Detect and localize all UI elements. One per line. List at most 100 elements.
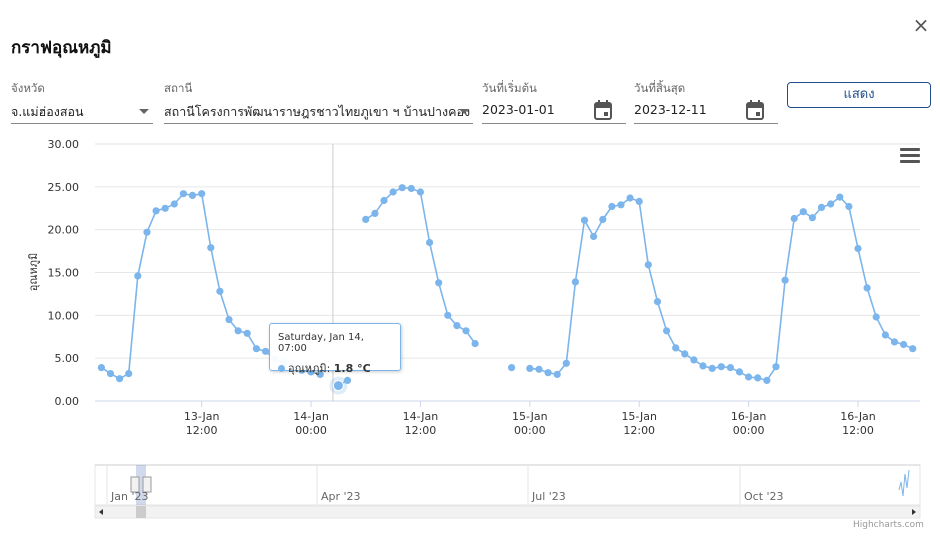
data-point[interactable] bbox=[580, 216, 589, 224]
scroll-right-arrow-icon[interactable] bbox=[912, 509, 916, 515]
data-point[interactable] bbox=[900, 340, 908, 349]
data-point[interactable] bbox=[188, 191, 197, 199]
data-point[interactable] bbox=[116, 375, 124, 383]
data-point[interactable] bbox=[854, 244, 862, 253]
data-point[interactable] bbox=[827, 200, 835, 208]
calendar-icon[interactable] bbox=[746, 100, 764, 120]
data-point[interactable] bbox=[179, 190, 187, 198]
data-point[interactable] bbox=[243, 329, 251, 337]
data-point[interactable] bbox=[717, 363, 725, 371]
data-point[interactable] bbox=[316, 370, 324, 378]
data-point[interactable] bbox=[106, 370, 115, 378]
end-date-value: 2023-12-11 bbox=[634, 102, 707, 117]
data-point[interactable] bbox=[644, 261, 652, 269]
data-point[interactable] bbox=[653, 298, 662, 306]
data-point[interactable] bbox=[535, 365, 543, 373]
data-point[interactable] bbox=[261, 347, 270, 355]
data-point[interactable] bbox=[790, 214, 798, 223]
data-point[interactable] bbox=[672, 344, 680, 352]
data-point[interactable] bbox=[699, 362, 707, 370]
data-point[interactable] bbox=[845, 202, 853, 211]
data-point[interactable] bbox=[462, 327, 470, 335]
start-date-value: 2023-01-01 bbox=[482, 102, 555, 117]
data-point[interactable] bbox=[125, 370, 133, 378]
start-date-field[interactable]: วันที่เริ่มต้น 2023-01-01 bbox=[482, 80, 626, 124]
data-point[interactable] bbox=[234, 327, 242, 335]
show-button[interactable]: แสดง bbox=[787, 82, 931, 108]
data-point[interactable] bbox=[781, 276, 789, 284]
data-point[interactable] bbox=[371, 209, 379, 217]
data-point[interactable] bbox=[708, 364, 716, 372]
data-point[interactable] bbox=[362, 215, 370, 223]
scrollbar-thumb[interactable] bbox=[136, 506, 146, 518]
end-date-field[interactable]: วันที่สิ้นสุด 2023-12-11 bbox=[634, 80, 778, 124]
scroll-left-arrow-icon[interactable] bbox=[99, 509, 103, 515]
data-point[interactable] bbox=[407, 184, 415, 193]
data-point[interactable] bbox=[471, 340, 479, 348]
data-point[interactable] bbox=[553, 370, 561, 378]
data-point[interactable] bbox=[772, 363, 780, 371]
data-point[interactable] bbox=[590, 232, 598, 241]
data-point[interactable] bbox=[571, 278, 580, 286]
data-point[interactable] bbox=[836, 193, 844, 201]
data-point[interactable] bbox=[617, 201, 625, 209]
data-point[interactable] bbox=[416, 188, 424, 196]
data-point[interactable] bbox=[544, 369, 552, 377]
data-point[interactable] bbox=[508, 364, 516, 372]
data-point[interactable] bbox=[626, 194, 634, 202]
data-point[interactable] bbox=[389, 188, 397, 196]
station-select[interactable]: สถานี สถานีโครงการพัฒนาราษฎรชาวไทยภูเขา … bbox=[164, 80, 473, 124]
hamburger-menu-icon[interactable] bbox=[900, 148, 920, 164]
data-point[interactable] bbox=[398, 184, 406, 192]
data-point[interactable] bbox=[808, 214, 817, 222]
calendar-icon[interactable] bbox=[594, 100, 612, 120]
close-icon[interactable]: × bbox=[912, 13, 930, 37]
data-point[interactable] bbox=[152, 207, 160, 215]
data-point[interactable] bbox=[426, 238, 434, 247]
data-point[interactable] bbox=[526, 364, 534, 372]
credits-link[interactable]: Highcharts.com bbox=[853, 520, 924, 530]
data-point[interactable] bbox=[909, 345, 917, 353]
data-point[interactable] bbox=[216, 287, 224, 295]
province-select[interactable]: จังหวัด จ.แม่ฮ่องสอน bbox=[11, 80, 153, 124]
data-point[interactable] bbox=[872, 313, 880, 321]
data-point[interactable] bbox=[754, 374, 762, 382]
hovered-point[interactable] bbox=[332, 380, 344, 392]
data-point[interactable] bbox=[599, 215, 607, 223]
data-point[interactable] bbox=[735, 368, 744, 376]
data-point[interactable] bbox=[134, 272, 142, 280]
data-point[interactable] bbox=[562, 359, 570, 367]
navigator-handle-right[interactable] bbox=[142, 476, 152, 493]
data-point[interactable] bbox=[380, 196, 388, 205]
data-point[interactable] bbox=[198, 190, 206, 198]
data-point[interactable] bbox=[435, 279, 443, 287]
data-point[interactable] bbox=[143, 228, 151, 236]
data-point[interactable] bbox=[690, 356, 698, 364]
data-point[interactable] bbox=[170, 200, 178, 208]
data-point[interactable] bbox=[453, 322, 461, 330]
data-point[interactable] bbox=[890, 338, 899, 346]
data-point[interactable] bbox=[799, 208, 807, 216]
data-point[interactable] bbox=[817, 203, 826, 211]
data-point[interactable] bbox=[608, 202, 616, 211]
navigator-scrollbar[interactable] bbox=[94, 505, 921, 519]
data-point[interactable] bbox=[763, 376, 771, 384]
data-point[interactable] bbox=[681, 350, 689, 358]
navigator: Jan '23 Apr '23 Jul '23 Oct '23 bbox=[94, 464, 921, 519]
data-point[interactable] bbox=[225, 316, 233, 324]
data-point[interactable] bbox=[207, 244, 215, 252]
province-label: จังหวัด bbox=[11, 81, 45, 95]
data-point[interactable] bbox=[863, 284, 871, 292]
data-point[interactable] bbox=[745, 373, 753, 381]
data-point[interactable] bbox=[663, 327, 671, 335]
data-point[interactable] bbox=[343, 376, 352, 384]
navigator-handle-left[interactable] bbox=[130, 476, 140, 493]
x-tick-label: 16-Jan bbox=[840, 410, 876, 423]
data-point[interactable] bbox=[881, 331, 890, 339]
data-point[interactable] bbox=[444, 311, 452, 319]
data-point[interactable] bbox=[726, 364, 735, 372]
data-point[interactable] bbox=[161, 204, 169, 212]
data-point[interactable] bbox=[252, 345, 260, 353]
data-point[interactable] bbox=[97, 364, 105, 372]
data-point[interactable] bbox=[635, 197, 643, 205]
